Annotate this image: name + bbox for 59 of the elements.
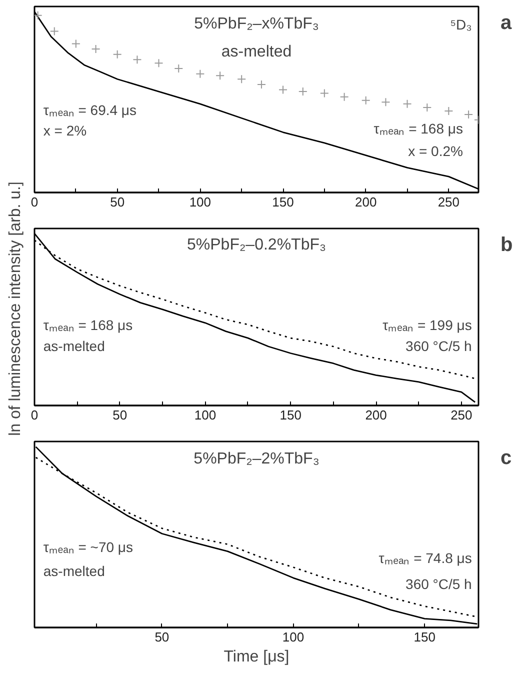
x-tick-label: 150 [414, 630, 436, 644]
chart-title: 5%PbF₂–0.2%TbF₃ [186, 236, 326, 254]
annotation: x = 2% [43, 122, 87, 139]
x-tick-label: 150 [272, 194, 294, 210]
point [444, 106, 454, 116]
point [320, 88, 329, 98]
x-tick-label: 150 [280, 408, 302, 422]
point [340, 92, 349, 102]
point [464, 110, 474, 120]
point [50, 26, 59, 36]
annotation: τₘₑₐₙ = 168 μs [43, 316, 133, 333]
point [174, 64, 184, 73]
annotation: as-melted [43, 338, 105, 354]
annotation: τₘₑₐₙ = 74.8 μs [378, 550, 472, 566]
x-tick-label: 100 [194, 408, 216, 422]
x-tick-label: 0 [30, 194, 38, 210]
x-tick-label: 200 [365, 408, 387, 422]
x-tick-label: 50 [110, 194, 125, 210]
point [34, 10, 42, 20]
point [361, 96, 370, 105]
x-tick-label: 100 [189, 194, 212, 210]
chart-title: 5%PbF₂–2%TbF₃ [194, 450, 320, 468]
point [71, 39, 80, 48]
annotation: 360 °C/5 h [406, 338, 472, 354]
point [91, 44, 100, 54]
text: b [500, 234, 513, 256]
point [216, 71, 225, 80]
point [298, 87, 308, 96]
x-axis-title: Time [μs] [224, 648, 290, 666]
x-tick-label: 0 [30, 408, 38, 422]
point [112, 50, 122, 59]
annotation: 360 °C/5 h [406, 576, 472, 592]
point [154, 58, 164, 68]
x-tick-label: 250 [438, 194, 460, 210]
chart-title: 5%PbF₂–x%TbF₃ [194, 16, 319, 33]
y-axis-title: ln of luminescence intensity [arb. u.] [7, 182, 24, 436]
annotation: as-melted [43, 563, 105, 580]
point [196, 69, 205, 78]
point [278, 85, 288, 94]
point [422, 102, 432, 112]
annotation: τₘₑₐₙ = ~70 μs [43, 538, 133, 555]
text: as-melted [221, 43, 292, 60]
x-tick-label: 250 [450, 408, 472, 422]
x-tick-label: 100 [282, 630, 304, 644]
point [256, 80, 266, 89]
x-tick-label: 50 [112, 408, 128, 422]
annotation: τₘₑₐₙ = 168 μs [374, 120, 463, 137]
x-tick-label: 200 [355, 194, 377, 210]
annotation: ⁵D₃ [450, 16, 472, 33]
point [132, 55, 142, 64]
x-tick-label: 50 [154, 630, 170, 644]
point [402, 99, 412, 108]
annotation: τₘₑₐₙ = 69.4 μs [43, 102, 136, 118]
annotation: x = 0.2% [408, 143, 463, 160]
point [237, 74, 246, 84]
text: c [500, 447, 512, 470]
text: a [500, 12, 512, 34]
annotation: τₘₑₐₙ = 199 μs [382, 316, 472, 333]
point [381, 98, 390, 107]
